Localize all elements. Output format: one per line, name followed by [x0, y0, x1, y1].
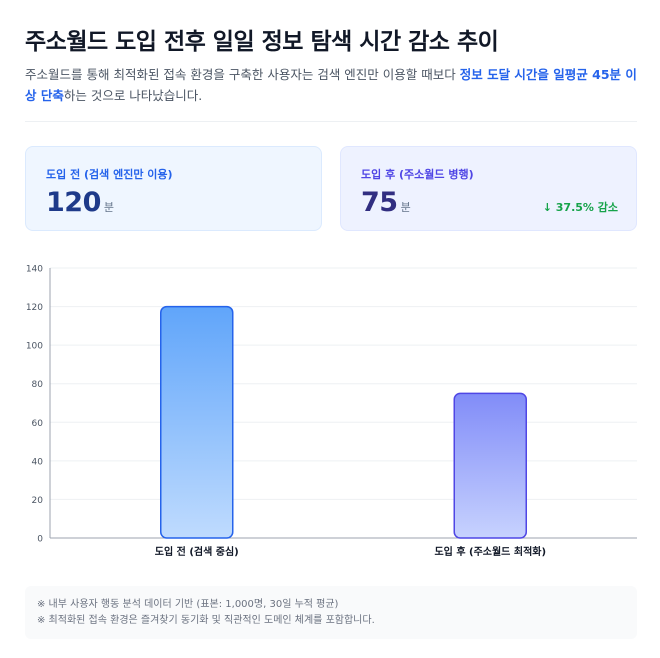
card-before-label: 도입 전 (검색 엔진만 이용) [46, 168, 173, 181]
footnote-1: ※ 내부 사용자 행동 분석 데이터 기반 (표본: 1,000명, 30일 누… [37, 599, 339, 610]
card-after-value: 75 [361, 187, 398, 218]
description-text-end: 하는 것으로 나타났습니다. [63, 88, 203, 103]
bar-before [160, 305, 234, 539]
card-before-value-row: 120 분 [46, 187, 301, 218]
card-after-label: 도입 후 (주소월드 병행) [361, 168, 474, 181]
card-after-value-row: 75 분 [361, 187, 616, 218]
footnote-box: ※ 내부 사용자 행동 분석 데이터 기반 (표본: 1,000명, 30일 누… [25, 586, 637, 639]
y-tick-label: 140 [26, 265, 43, 275]
y-tick-label: 40 [32, 457, 44, 467]
bar-after [453, 392, 527, 539]
card-before-unit: 분 [103, 201, 114, 214]
card-after-unit: 분 [400, 201, 411, 214]
bar-chart: 0 20 40 60 80 100 120 140 도입 전 (검색 중심) 도입 후 (주소월드… [26, 265, 637, 559]
x-category-label: 도입 전 (검색 중심) [155, 545, 239, 558]
description-text: 주소월드를 통해 최적화된 접속 환경을 구축한 사용자는 검색 엔진만 이용할… [25, 67, 460, 82]
description: 주소월드를 통해 최적화된 접속 환경을 구축한 사용자는 검색 엔진만 이용할… [25, 64, 637, 106]
card-after: 도입 후 (주소월드 병행) 75 분 ↓ 37.5% 감소 [340, 146, 637, 231]
axis-labels: 0 20 40 60 80 100 120 140 도입 전 (검색 중심) 도입 후 (주소월드… [26, 265, 546, 559]
y-tick-label: 60 [32, 419, 44, 429]
x-category-label: 도입 후 (주소월드 최적화) [434, 545, 546, 558]
description-highlight: 정보 도달 시간을 일평균 45분 이상 단축 [25, 67, 637, 103]
y-tick-label: 80 [32, 380, 44, 390]
reduction-badge: ↓ 37.5% 감소 [542, 201, 618, 214]
y-tick-label: 20 [32, 496, 44, 506]
y-tick-label: 120 [26, 303, 43, 313]
y-tick-label: 0 [37, 535, 43, 545]
divider [25, 121, 637, 122]
card-before: 도입 전 (검색 엔진만 이용) 120 분 [25, 146, 322, 231]
bars [160, 305, 527, 539]
footnote-2: ※ 최적화된 접속 환경은 즐겨찾기 동기화 및 직관적인 도메인 체계를 포함… [37, 615, 375, 626]
page-title: 주소월드 도입 전후 일일 정보 탐색 시간 감소 추이 [25, 29, 499, 55]
grid-lines [49, 267, 637, 539]
card-before-value: 120 [46, 187, 101, 218]
y-tick-label: 100 [26, 342, 43, 352]
